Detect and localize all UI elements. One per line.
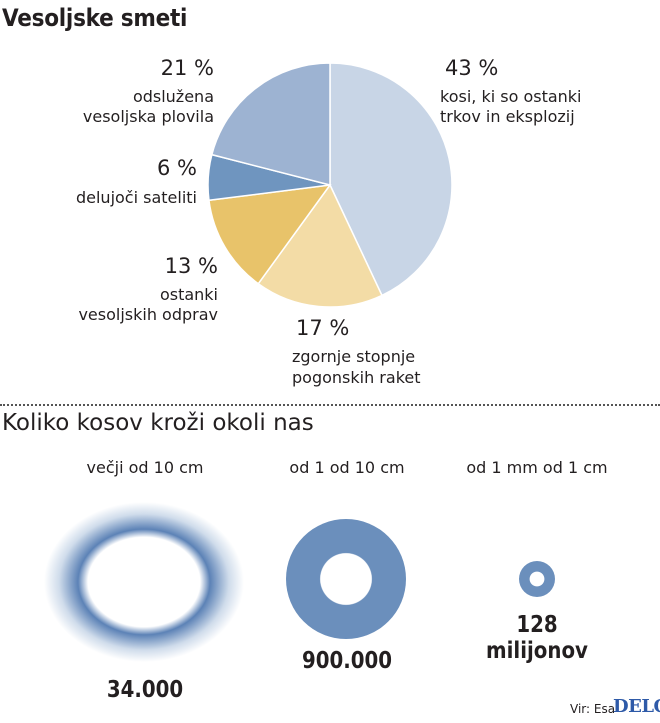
pie-slice-0: [329, 62, 453, 297]
count-small: 128 milijonov: [486, 612, 588, 664]
slice-3-percent: 6 %: [157, 156, 197, 180]
halo-circle-large: [44, 502, 244, 662]
slice-2-label-line1: ostanki: [159, 285, 218, 304]
slice-3-label-line1: delujoči sateliti: [75, 188, 197, 207]
slice-4-label-line2: vesoljska plovila: [82, 107, 214, 126]
chart-title: Vesoljske smeti: [2, 4, 188, 32]
slice-0-label-line2: trkov in eksplozij: [440, 107, 575, 126]
slice-4-percent: 21 %: [160, 56, 214, 80]
slice-0-label-line1: kosi, ki so ostanki: [440, 87, 582, 106]
size-category-small: od 1 mm od 1 cm: [466, 458, 608, 477]
count-large: 34.000: [106, 677, 184, 703]
slice-1-label-line1: zgornje stopnje: [292, 347, 416, 366]
ring-circle-medium: [286, 519, 406, 639]
ring-circle-small: [519, 561, 555, 597]
size-category-large: večji od 10 cm: [86, 458, 204, 477]
size-category-medium: od 1 od 10 cm: [289, 458, 405, 477]
pie-slice-4: [210, 62, 331, 186]
section-title: Koliko kosov kroži okoli nas: [2, 410, 314, 436]
slice-2-percent: 13 %: [164, 254, 218, 278]
slice-4-label-line1: odslužena: [132, 87, 214, 106]
section-divider: [0, 404, 660, 406]
pie-slice-1: [257, 183, 383, 308]
slice-1-label-line2: pogonskih raket: [292, 368, 421, 387]
slice-0-percent: 43 %: [445, 56, 499, 80]
slice-1-percent: 17 %: [296, 316, 350, 340]
count-medium: 900.000: [301, 648, 393, 674]
slice-2-label-line2: vesoljskih odprav: [78, 305, 218, 324]
pie-slice-2: [208, 184, 332, 285]
source-note: Vir: Esa: [570, 702, 616, 716]
delo-logo: DELO: [613, 696, 660, 717]
